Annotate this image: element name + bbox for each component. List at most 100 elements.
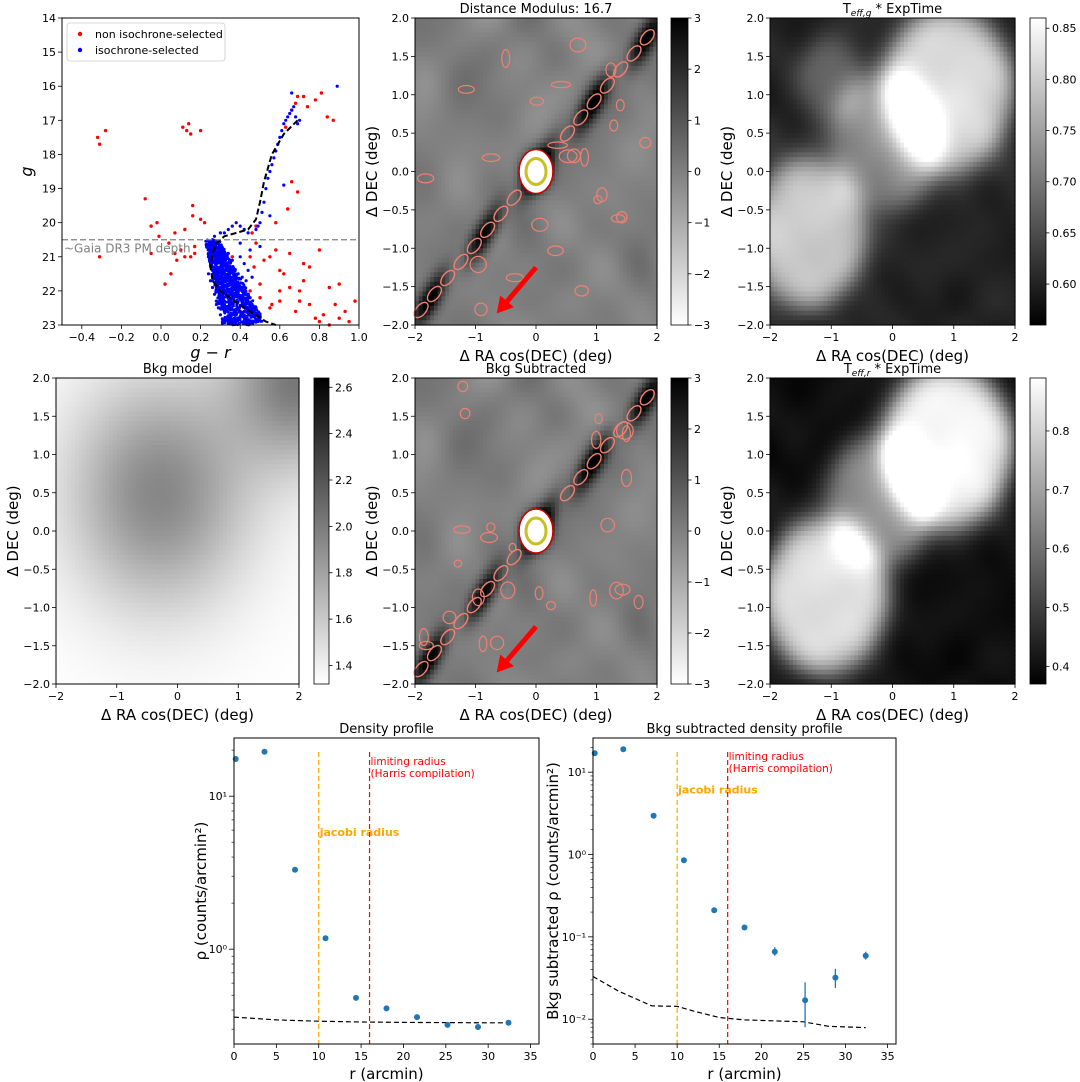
- heatmap-cell: [506, 181, 510, 186]
- heatmap-cell: [634, 191, 638, 196]
- heatmap-cell: [513, 195, 517, 200]
- heatmap-cell: [528, 47, 532, 52]
- non-selected-point: [274, 221, 277, 224]
- heatmap-cell: [445, 85, 449, 90]
- heatmap-cell: [570, 267, 574, 272]
- heatmap-cell: [415, 167, 419, 172]
- heatmap-cell: [623, 248, 627, 253]
- selected-point: [223, 231, 226, 234]
- heatmap-cell: [623, 172, 627, 177]
- heatmap-cell: [464, 42, 468, 47]
- heatmap-cell: [517, 76, 521, 81]
- heatmap-cell: [423, 66, 427, 71]
- heatmap-cell: [445, 172, 449, 177]
- heatmap-cell: [517, 239, 521, 244]
- selected-point: [249, 296, 252, 299]
- heatmap-cell: [479, 95, 483, 100]
- heatmap-cell: [627, 200, 631, 205]
- heatmap-cell: [510, 37, 514, 42]
- selected-point: [231, 276, 234, 279]
- heatmap-cell: [574, 133, 578, 138]
- heatmap-cell: [453, 114, 457, 119]
- heatmap-cell: [551, 114, 555, 119]
- heatmap-cell: [419, 23, 423, 28]
- heatmap-cell: [457, 124, 461, 129]
- heatmap-cell: [608, 109, 612, 114]
- heatmap-cell: [562, 282, 566, 287]
- heatmap-cell: [570, 138, 574, 143]
- heatmap-cell: [619, 138, 623, 143]
- selected-point: [229, 265, 232, 268]
- heatmap-cell: [506, 100, 510, 105]
- heatmap-cell: [562, 272, 566, 277]
- heatmap-cell: [570, 311, 574, 316]
- heatmap-cell: [457, 282, 461, 287]
- heatmap-cell: [487, 272, 491, 277]
- heatmap-cell: [521, 80, 525, 85]
- heatmap-cell: [434, 315, 438, 320]
- heatmap-cell: [460, 128, 464, 133]
- heatmap-cell: [627, 181, 631, 186]
- heatmap-cell: [423, 18, 427, 23]
- heatmap-cell: [498, 47, 502, 52]
- heatmap-cell: [634, 267, 638, 272]
- heatmap-cell: [593, 248, 597, 253]
- heatmap-cell: [419, 272, 423, 277]
- selected-point: [247, 231, 250, 234]
- heatmap-cell: [544, 80, 548, 85]
- heatmap-cell: [540, 23, 544, 28]
- heatmap-cell: [574, 172, 578, 177]
- heatmap-cell: [468, 61, 472, 66]
- heatmap-cell: [612, 109, 616, 114]
- heatmap-cell: [449, 104, 453, 109]
- heatmap-cell: [415, 229, 419, 234]
- heatmap-cell: [491, 306, 495, 311]
- heatmap-cell: [528, 80, 532, 85]
- heatmap-cell: [494, 172, 498, 177]
- heatmap-cell: [513, 172, 517, 177]
- heatmap-cell: [634, 200, 638, 205]
- heatmap-cell: [544, 315, 548, 320]
- heatmap-cell: [547, 258, 551, 263]
- heatmap-cell: [415, 210, 419, 215]
- heatmap-cell: [623, 143, 627, 148]
- heatmap-cell: [551, 210, 555, 215]
- heatmap-cell: [562, 311, 566, 316]
- heatmap-cell: [479, 119, 483, 124]
- heatmap-cell: [453, 219, 457, 224]
- heatmap-cell: [521, 253, 525, 258]
- heatmap-cell: [445, 157, 449, 162]
- heatmap-cell: [638, 200, 642, 205]
- heatmap-cell: [566, 248, 570, 253]
- heatmap-cell: [415, 195, 419, 200]
- selected-point: [235, 283, 238, 286]
- heatmap-cell: [521, 71, 525, 76]
- y-tick-label: 17: [42, 114, 56, 127]
- x-tick-label: 0.8: [311, 331, 329, 344]
- heatmap-cell: [423, 114, 427, 119]
- heatmap-cell: [445, 90, 449, 95]
- heatmap-cell: [634, 229, 638, 234]
- heatmap-cell: [589, 224, 593, 229]
- heatmap-cell: [449, 80, 453, 85]
- heatmap-cell: [502, 114, 506, 119]
- heatmap-cell: [623, 282, 627, 287]
- heatmap-cell: [457, 42, 461, 47]
- heatmap-cell: [627, 23, 631, 28]
- heatmap-cell: [619, 42, 623, 47]
- heatmap-cell: [551, 301, 555, 306]
- heatmap-cell: [634, 181, 638, 186]
- heatmap-cell: [521, 124, 525, 129]
- heatmap-cell: [536, 219, 540, 224]
- heatmap-cell: [487, 90, 491, 95]
- heatmap-cell: [612, 267, 616, 272]
- heatmap-cell: [476, 47, 480, 52]
- heatmap-cell: [453, 100, 457, 105]
- heatmap-cell: [517, 124, 521, 129]
- heatmap-cell: [487, 133, 491, 138]
- heatmap-cell: [434, 128, 438, 133]
- heatmap-cell: [612, 315, 616, 320]
- heatmap-cell: [615, 162, 619, 167]
- heatmap-cell: [506, 267, 510, 272]
- heatmap-cell: [460, 148, 464, 153]
